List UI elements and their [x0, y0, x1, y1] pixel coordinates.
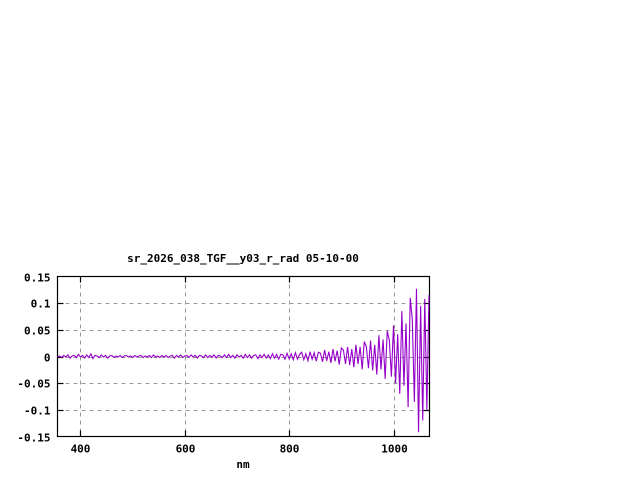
y-tick-label: 0.05 [24, 325, 51, 338]
chart-title: sr_2026_038_TGF__y03_r_rad 05-10-00 [127, 252, 359, 265]
y-tick-label: 0.15 [24, 272, 51, 285]
y-tick-label: -0.05 [17, 378, 50, 391]
y-axis-tick-labels: 0.15 0.1 0.05 0 -0.05 -0.1 -0.15 [17, 272, 50, 445]
y-tick-label: 0 [44, 352, 51, 365]
x-axis-title: nm [236, 458, 250, 471]
data-series-layer[interactable] [57, 288, 430, 433]
x-axis-tick-labels: 400 600 800 1000 [71, 443, 408, 456]
y-tick-label: -0.1 [24, 405, 51, 418]
x-tick-label: 600 [176, 443, 196, 456]
data-series-0[interactable] [57, 288, 430, 433]
x-tick-label: 1000 [381, 443, 408, 456]
y-tick-label: 0.1 [31, 298, 51, 311]
y-tick-label: -0.15 [17, 432, 50, 445]
x-tick-label: 400 [71, 443, 91, 456]
x-tick-label: 800 [280, 443, 300, 456]
